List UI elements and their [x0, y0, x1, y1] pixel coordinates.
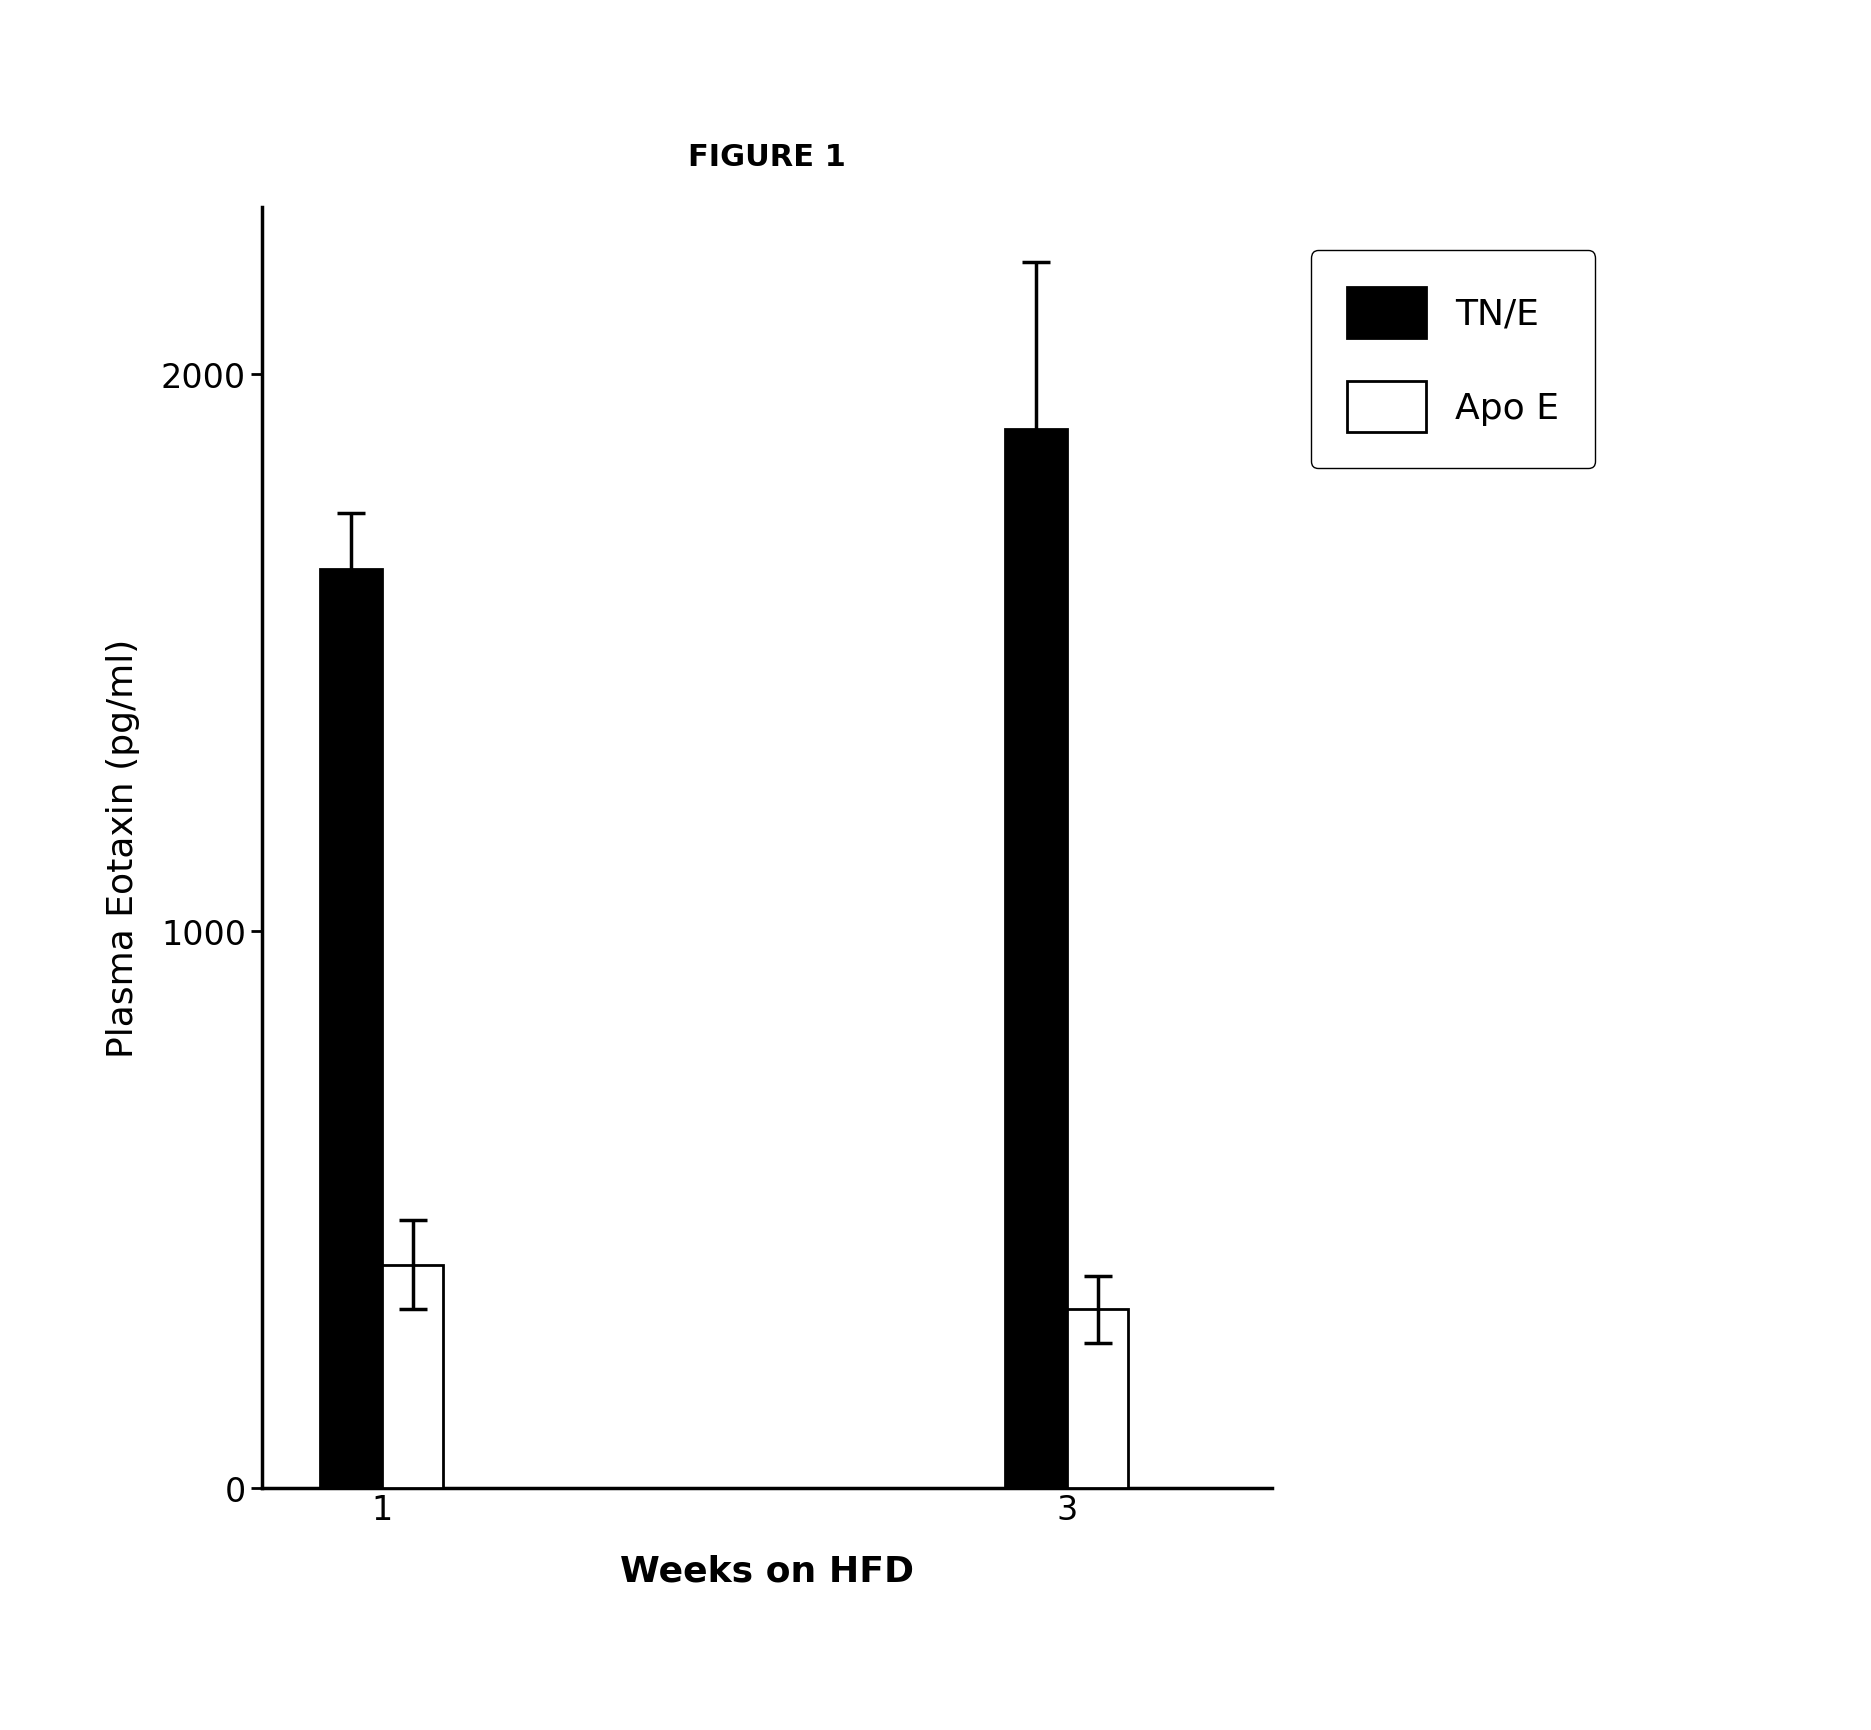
Legend: TN/E, Apo E: TN/E, Apo E — [1310, 251, 1596, 469]
Title: FIGURE 1: FIGURE 1 — [689, 144, 846, 171]
Bar — [1066, 1310, 1128, 1488]
X-axis label: Weeks on HFD: Weeks on HFD — [619, 1554, 915, 1588]
Bar — [1005, 431, 1066, 1488]
Y-axis label: Plasma Eotaxin (pg/ml): Plasma Eotaxin (pg/ml) — [107, 638, 140, 1057]
Bar — [320, 569, 382, 1488]
Bar — [382, 1265, 443, 1488]
